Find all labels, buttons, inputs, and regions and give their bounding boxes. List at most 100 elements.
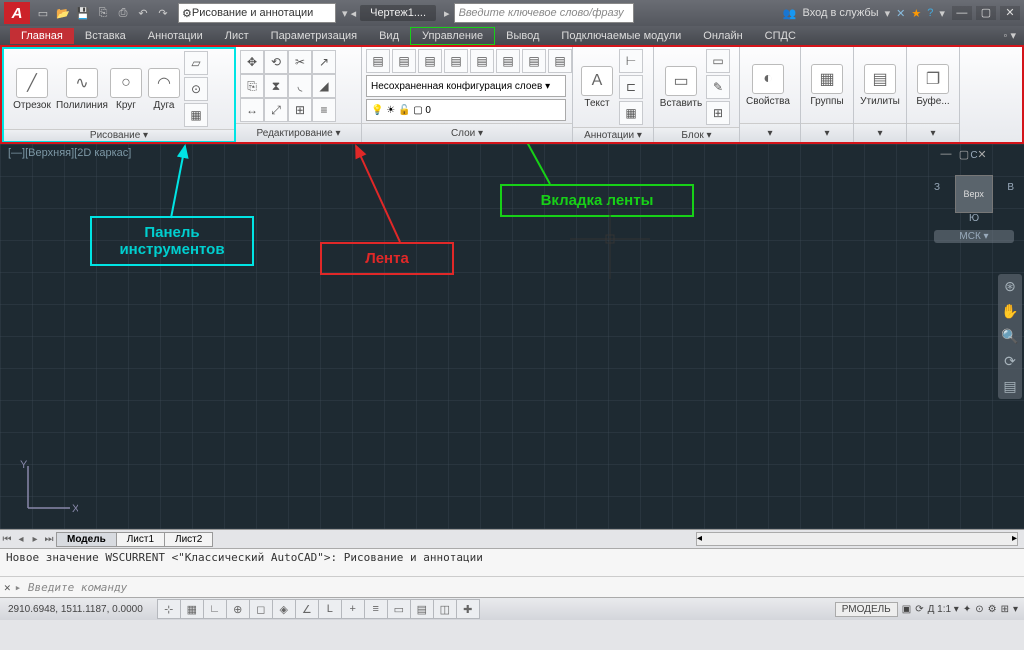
zoom-icon[interactable]: 🔍 bbox=[1001, 328, 1018, 345]
status-icon[interactable]: ✦ bbox=[963, 604, 971, 615]
offset-button[interactable]: ≡ bbox=[312, 98, 336, 122]
favorite-icon[interactable]: ★ bbox=[911, 7, 921, 20]
tab-spds[interactable]: СПДС bbox=[754, 28, 807, 44]
tab-layout[interactable]: Лист bbox=[214, 28, 260, 44]
command-input[interactable]: ✕▸ Введите команду bbox=[0, 576, 1024, 597]
tab-prev-icon[interactable]: ◂ bbox=[14, 534, 28, 545]
close-button[interactable]: ✕ bbox=[1000, 6, 1020, 20]
status-icon[interactable]: ⟳ bbox=[915, 604, 923, 615]
tab-home[interactable]: Главная bbox=[10, 28, 74, 44]
tab-next-icon[interactable]: ▸ bbox=[28, 534, 42, 545]
pan-icon[interactable]: ✋ bbox=[1001, 303, 1018, 320]
show-motion-icon[interactable]: ▤ bbox=[1003, 378, 1016, 395]
dyn-toggle[interactable]: + bbox=[341, 599, 365, 619]
array-button[interactable]: ⊞ bbox=[288, 98, 312, 122]
qp-toggle[interactable]: ▤ bbox=[410, 599, 434, 619]
arc-button[interactable]: ◠Дуга bbox=[146, 68, 182, 111]
otrack-toggle[interactable]: ∠ bbox=[295, 599, 319, 619]
extend-button[interactable]: ↗ bbox=[312, 50, 336, 74]
panel-props-title[interactable]: ▾ bbox=[740, 123, 800, 142]
panel-annot-title[interactable]: Аннотации ▾ bbox=[573, 127, 653, 142]
status-icon[interactable]: ▣ bbox=[902, 604, 911, 615]
viewport-label[interactable]: [—][Верхняя][2D каркас] bbox=[8, 147, 131, 159]
qat-print-icon[interactable]: ⎙ bbox=[114, 4, 132, 22]
nav-wheel-icon[interactable]: ⊛ bbox=[1004, 278, 1016, 295]
panel-layers-title[interactable]: Слои ▾ bbox=[362, 123, 572, 142]
qat-new-icon[interactable]: ▭ bbox=[34, 4, 52, 22]
qat-saveas-icon[interactable]: ⎘ bbox=[94, 4, 112, 22]
minimize-button[interactable]: — bbox=[952, 6, 972, 20]
tab-manage[interactable]: Управление bbox=[410, 27, 495, 45]
lwt-toggle[interactable]: ≡ bbox=[364, 599, 388, 619]
tab-online[interactable]: Онлайн bbox=[692, 28, 753, 44]
draw-sm3[interactable]: ▦ bbox=[184, 103, 208, 127]
qat-redo-icon[interactable]: ↷ bbox=[154, 4, 172, 22]
panel-modify-title[interactable]: Редактирование ▾ bbox=[236, 123, 361, 142]
search-input[interactable]: Введите ключевое слово/фразу bbox=[454, 3, 634, 23]
tab-parametric[interactable]: Параметризация bbox=[260, 28, 368, 44]
draw-sm1[interactable]: ▱ bbox=[184, 51, 208, 75]
tab-first-icon[interactable]: ⏮ bbox=[0, 534, 14, 545]
maximize-button[interactable]: ▢ bbox=[976, 6, 996, 20]
qat-open-icon[interactable]: 📂 bbox=[54, 4, 72, 22]
layer-prop-button[interactable]: ▤ bbox=[366, 49, 390, 73]
chamfer-button[interactable]: ◢ bbox=[312, 74, 336, 98]
exchange-icon[interactable]: ✕ bbox=[896, 7, 905, 20]
scale-button[interactable]: ⤢ bbox=[264, 98, 288, 122]
3dosnap-toggle[interactable]: ◈ bbox=[272, 599, 296, 619]
draw-sm2[interactable]: ⊙ bbox=[184, 77, 208, 101]
model-space-button[interactable]: РМОДЕЛЬ bbox=[835, 602, 898, 617]
status-icon[interactable]: ▾ bbox=[1013, 604, 1018, 615]
snap-toggle[interactable]: ⊹ bbox=[157, 599, 181, 619]
panel-block-title[interactable]: Блок ▾ bbox=[654, 127, 739, 142]
trim-button[interactable]: ✂ bbox=[288, 50, 312, 74]
layer-state-combo[interactable]: Несохраненная конфигурация слоев ▾ bbox=[366, 75, 566, 97]
tab-annotate[interactable]: Аннотации bbox=[137, 28, 214, 44]
properties-button[interactable]: ◐Свойства bbox=[744, 64, 792, 107]
tab-plugins[interactable]: Подключаемые модули bbox=[550, 28, 692, 44]
status-icon[interactable]: ⚙ bbox=[988, 604, 997, 615]
sheet-layout1[interactable]: Лист1 bbox=[116, 532, 165, 547]
fillet-button[interactable]: ◟ bbox=[288, 74, 312, 98]
help-icon[interactable]: ? bbox=[927, 7, 933, 19]
clipboard-button[interactable]: ❐Буфе... bbox=[911, 64, 955, 107]
ribbon-expand-icon[interactable]: ◦ ▾ bbox=[1004, 29, 1024, 42]
polar-toggle[interactable]: ⊕ bbox=[226, 599, 250, 619]
drawing-canvas[interactable]: [—][Верхняя][2D каркас] — ▢ ✕ Панель инс… bbox=[0, 144, 1024, 529]
orbit-icon[interactable]: ⟳ bbox=[1004, 353, 1016, 370]
layer-combo[interactable]: 💡 ☀ 🔓 ▢ 0 bbox=[366, 99, 566, 121]
status-icon[interactable]: ⊙ bbox=[975, 604, 983, 615]
insert-button[interactable]: ▭Вставить bbox=[658, 66, 704, 109]
sheet-layout2[interactable]: Лист2 bbox=[164, 532, 213, 547]
sc-toggle[interactable]: ◫ bbox=[433, 599, 457, 619]
tab-view[interactable]: Вид bbox=[368, 28, 410, 44]
groups-button[interactable]: ▦Группы bbox=[805, 64, 849, 107]
line-button[interactable]: ╱Отрезок bbox=[8, 68, 56, 111]
text-button[interactable]: AТекст bbox=[577, 66, 617, 109]
annoscale-button[interactable]: Д 1:1 ▾ bbox=[928, 604, 959, 615]
osnap-toggle[interactable]: ◻ bbox=[249, 599, 273, 619]
ducs-toggle[interactable]: L bbox=[318, 599, 342, 619]
tab-insert[interactable]: Вставка bbox=[74, 28, 137, 44]
copy-button[interactable]: ⎘ bbox=[240, 74, 264, 98]
ortho-toggle[interactable]: ∟ bbox=[203, 599, 227, 619]
qat-undo-icon[interactable]: ↶ bbox=[134, 4, 152, 22]
stretch-button[interactable]: ↔ bbox=[240, 98, 264, 122]
am-toggle[interactable]: ✚ bbox=[456, 599, 480, 619]
circle-button[interactable]: ○Круг bbox=[108, 68, 144, 111]
tab-output[interactable]: Вывод bbox=[495, 28, 550, 44]
rotate-button[interactable]: ⟲ bbox=[264, 50, 288, 74]
qat-save-icon[interactable]: 💾 bbox=[74, 4, 92, 22]
workspace-selector[interactable]: ⚙ Рисование и аннотации bbox=[178, 3, 336, 23]
signin-link[interactable]: Вход в службы bbox=[803, 7, 879, 19]
sheet-model[interactable]: Модель bbox=[56, 532, 117, 547]
mirror-button[interactable]: ⧗ bbox=[264, 74, 288, 98]
tab-last-icon[interactable]: ⏭ bbox=[42, 534, 56, 545]
move-button[interactable]: ✥ bbox=[240, 50, 264, 74]
polyline-button[interactable]: ∿Полилиния bbox=[58, 68, 106, 111]
document-tab[interactable]: Чертеж1.... bbox=[360, 5, 436, 21]
hscrollbar[interactable]: ◂▸ bbox=[696, 532, 1018, 546]
app-logo[interactable]: A bbox=[4, 2, 30, 24]
status-icon[interactable]: ⊞ bbox=[1001, 604, 1009, 615]
utilities-button[interactable]: ▤Утилиты bbox=[858, 64, 902, 107]
